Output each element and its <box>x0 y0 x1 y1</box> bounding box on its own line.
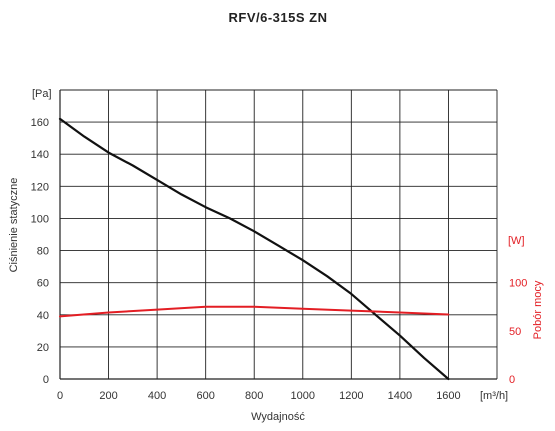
x-tick-label: 200 <box>99 390 117 402</box>
x-tick-label: 0 <box>57 390 63 402</box>
y2-unit-label: [W] <box>508 235 525 247</box>
x-tick-label: 800 <box>245 390 263 402</box>
x-tick-label: 1200 <box>339 390 363 402</box>
y-tick-label: 140 <box>31 149 49 161</box>
x-unit-label: [m³/h] <box>480 390 508 402</box>
x-tick-label: 1000 <box>291 390 315 402</box>
x-axis-title: Wydajność <box>251 411 305 423</box>
y-tick-label: 100 <box>31 213 49 225</box>
y-tick-label: 120 <box>31 181 49 193</box>
pressure-line <box>58 117 450 381</box>
y2-tick-label: 50 <box>509 326 521 338</box>
y2-tick-label: 100 <box>509 278 527 290</box>
grid <box>59 89 498 380</box>
y-tick-label: 20 <box>37 342 49 354</box>
y2-axis-title: Pobór mocy <box>532 280 544 339</box>
x-tick-label: 400 <box>148 390 166 402</box>
y-tick-label: 40 <box>37 310 49 322</box>
x-tick-label: 1600 <box>436 390 460 402</box>
y-tick-label: 80 <box>37 246 49 258</box>
x-tick-label: 1400 <box>388 390 412 402</box>
y-unit-label: [Pa] <box>32 88 52 100</box>
series-group <box>58 117 450 381</box>
ticks-group: 0 200 400 600 800 1000 1200 1400 160002040608010… <box>31 117 528 402</box>
y-axis-title: Ciśnienie statyczne <box>8 178 20 273</box>
y-tick-label: 60 <box>37 278 49 290</box>
power-line <box>59 305 450 318</box>
y2-tick-label: 0 <box>509 374 515 386</box>
y-tick-label: 0 <box>43 374 49 386</box>
chart-title: RFV/6-315S ZN <box>229 10 328 25</box>
x-tick-label: 600 <box>196 390 214 402</box>
y-tick-label: 160 <box>31 117 49 129</box>
